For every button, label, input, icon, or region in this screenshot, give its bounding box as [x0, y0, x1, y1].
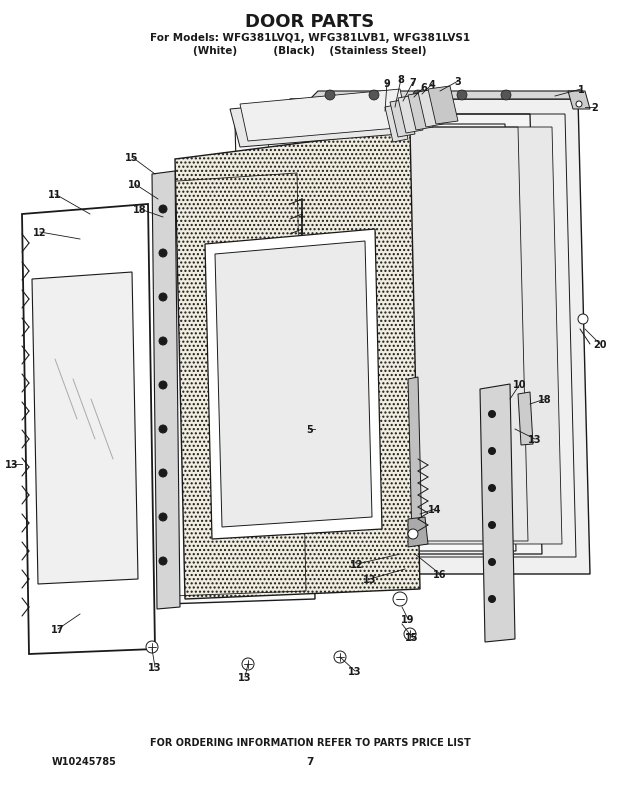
Circle shape	[159, 294, 167, 302]
Text: 17: 17	[51, 624, 64, 634]
Circle shape	[413, 91, 423, 101]
Circle shape	[146, 642, 158, 653]
Circle shape	[576, 102, 582, 107]
Circle shape	[159, 206, 167, 214]
Polygon shape	[235, 125, 516, 551]
Polygon shape	[568, 92, 590, 110]
Polygon shape	[310, 92, 583, 100]
Circle shape	[489, 411, 495, 418]
Polygon shape	[32, 273, 138, 585]
Circle shape	[578, 314, 588, 325]
Polygon shape	[408, 378, 422, 541]
Circle shape	[325, 91, 335, 101]
Text: 10: 10	[513, 379, 527, 390]
Text: 13: 13	[148, 662, 162, 672]
Text: 11: 11	[48, 190, 62, 200]
Polygon shape	[152, 172, 180, 610]
Circle shape	[159, 513, 167, 521]
Text: 8: 8	[397, 75, 404, 85]
Text: 9: 9	[384, 79, 391, 89]
Text: 4: 4	[428, 80, 435, 90]
Polygon shape	[240, 90, 408, 142]
Circle shape	[369, 91, 379, 101]
Polygon shape	[155, 164, 315, 604]
Text: 13: 13	[238, 672, 252, 683]
Circle shape	[334, 651, 346, 663]
Polygon shape	[398, 96, 423, 134]
Text: (White)          (Black)    (Stainless Steel): (White) (Black) (Stainless Steel)	[193, 46, 427, 56]
Polygon shape	[428, 87, 458, 125]
Text: 5: 5	[307, 424, 313, 435]
Text: 18: 18	[538, 395, 552, 404]
Text: 12: 12	[350, 559, 364, 569]
Circle shape	[457, 91, 467, 101]
Text: 19: 19	[401, 614, 415, 624]
Polygon shape	[290, 100, 590, 574]
Polygon shape	[22, 205, 155, 654]
Text: 14: 14	[428, 504, 441, 514]
Text: 10: 10	[128, 180, 142, 190]
Text: eReplacementParts.com: eReplacementParts.com	[242, 404, 378, 415]
Circle shape	[159, 249, 167, 257]
Polygon shape	[175, 130, 420, 599]
Text: 7: 7	[306, 756, 314, 766]
Polygon shape	[385, 105, 408, 143]
Text: 15: 15	[125, 153, 139, 163]
Text: DOOR PARTS: DOOR PARTS	[246, 13, 374, 31]
Circle shape	[159, 557, 167, 565]
Text: 6: 6	[420, 83, 427, 93]
Polygon shape	[390, 100, 415, 138]
Text: 12: 12	[33, 228, 46, 237]
Circle shape	[489, 448, 495, 455]
Text: FOR ORDERING INFORMATION REFER TO PARTS PRICE LIST: FOR ORDERING INFORMATION REFER TO PARTS …	[149, 737, 471, 747]
Text: 13: 13	[528, 435, 542, 444]
Circle shape	[159, 426, 167, 433]
Text: 18: 18	[133, 205, 147, 215]
Polygon shape	[205, 229, 382, 539]
Text: 3: 3	[454, 77, 461, 87]
Circle shape	[393, 592, 407, 606]
Text: 15: 15	[405, 632, 419, 642]
Polygon shape	[408, 93, 433, 131]
Text: 1: 1	[578, 85, 585, 95]
Polygon shape	[318, 128, 562, 545]
Text: 13: 13	[363, 574, 377, 585]
Circle shape	[159, 382, 167, 390]
Circle shape	[501, 91, 511, 101]
Text: W10245785: W10245785	[52, 756, 117, 766]
Polygon shape	[418, 90, 443, 128]
Text: For Models: WFG381LVQ1, WFG381LVB1, WFG381LVS1: For Models: WFG381LVQ1, WFG381LVB1, WFG3…	[150, 33, 470, 43]
Polygon shape	[408, 517, 428, 547]
Circle shape	[489, 596, 495, 603]
Polygon shape	[518, 392, 533, 445]
Text: 2: 2	[591, 103, 598, 113]
Polygon shape	[230, 95, 400, 148]
Circle shape	[408, 529, 418, 539]
Circle shape	[489, 522, 495, 529]
Circle shape	[159, 338, 167, 346]
Text: 13: 13	[5, 460, 19, 469]
Circle shape	[489, 485, 495, 492]
Text: 20: 20	[593, 339, 607, 350]
Text: 13: 13	[348, 666, 361, 676]
Circle shape	[159, 469, 167, 477]
Polygon shape	[215, 241, 372, 528]
Polygon shape	[480, 384, 515, 642]
Polygon shape	[255, 115, 542, 554]
Text: 16: 16	[433, 569, 447, 579]
Circle shape	[404, 628, 416, 640]
Circle shape	[242, 658, 254, 670]
Circle shape	[489, 559, 495, 565]
Text: 7: 7	[410, 78, 417, 88]
